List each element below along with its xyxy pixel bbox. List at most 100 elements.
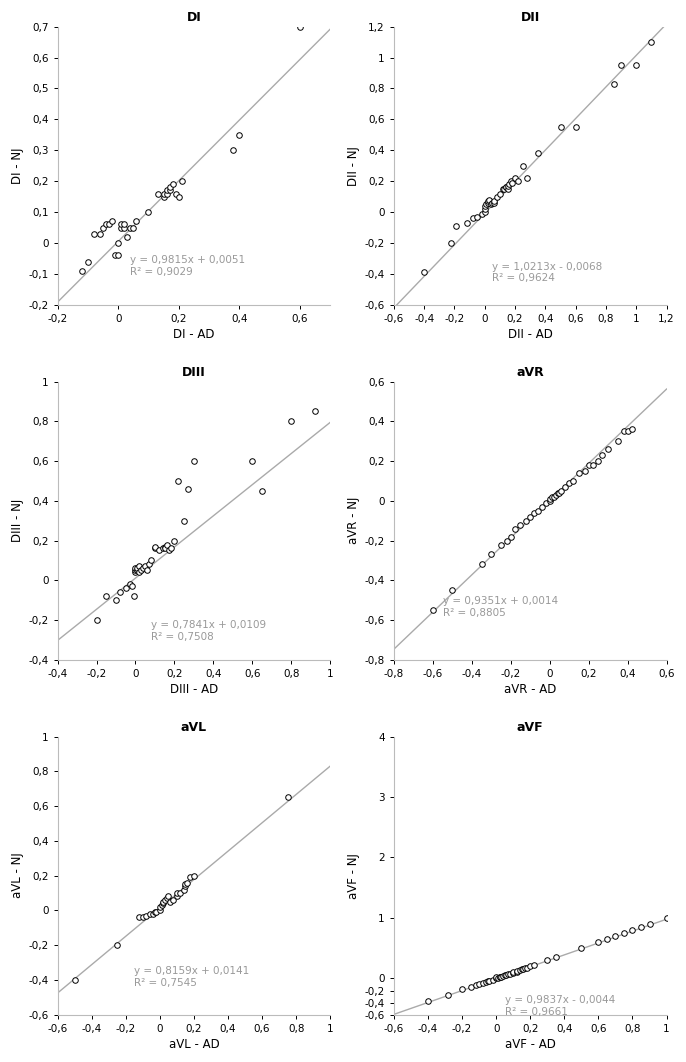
Point (427, 601, 438, 618)
Point (532, 502, 543, 519)
Point (141, 907, 152, 924)
Point (112, 937, 123, 954)
Point (550, 486, 561, 503)
Point (116, 216, 127, 233)
Y-axis label: DIII - NJ: DIII - NJ (11, 499, 24, 543)
Point (176, 173, 187, 190)
Point (131, 212, 142, 229)
Point (613, 432, 624, 449)
Text: y = 0,9351x + 0,0014
R² = 0,8805: y = 0,9351x + 0,0014 R² = 0,8805 (442, 596, 558, 618)
Point (476, 555, 487, 572)
Point (522, 170, 533, 187)
Point (488, 194, 499, 211)
Point (627, 922, 638, 939)
Point (515, 516, 526, 533)
X-axis label: DII - AD: DII - AD (508, 328, 553, 341)
Point (480, 974, 491, 991)
Point (465, 978, 476, 995)
Point (101, 587, 112, 604)
Point (622, 423, 633, 440)
Point (144, 906, 155, 923)
X-axis label: DI - AD: DI - AD (173, 328, 215, 341)
Point (486, 195, 497, 212)
Point (583, 457, 594, 474)
Point (661, 909, 672, 926)
Point (182, 874, 193, 891)
Point (76, 262, 87, 279)
Title: DI: DI (187, 11, 201, 24)
Point (511, 962, 522, 979)
Point (159, 538, 170, 555)
Point (106, 212, 117, 229)
Point (161, 890, 172, 907)
Point (486, 546, 497, 563)
Title: aVR: aVR (517, 366, 544, 379)
Point (169, 532, 180, 549)
Point (502, 181, 513, 198)
Point (511, 963, 522, 980)
Point (525, 958, 536, 975)
Point (156, 896, 167, 913)
Point (147, 906, 158, 923)
Point (172, 888, 182, 905)
Point (517, 157, 528, 174)
Point (517, 961, 528, 978)
Point (154, 902, 165, 919)
Text: y = 1,0213x - 0,0068
R² = 0,9624: y = 1,0213x - 0,0068 R² = 0,9624 (493, 261, 602, 284)
Point (182, 480, 193, 497)
Point (501, 178, 512, 195)
Point (476, 205, 487, 222)
Y-axis label: DII - NJ: DII - NJ (347, 145, 360, 186)
Point (579, 463, 590, 480)
Point (544, 493, 555, 510)
Point (490, 969, 501, 986)
Point (556, 482, 567, 499)
Point (484, 973, 495, 990)
Point (161, 536, 172, 553)
Point (143, 555, 154, 572)
Point (130, 564, 141, 581)
Point (163, 542, 174, 559)
X-axis label: aVL - AD: aVL - AD (169, 1038, 220, 1051)
Point (175, 885, 186, 902)
Point (228, 142, 239, 159)
Point (521, 959, 532, 976)
Point (126, 578, 137, 595)
Point (495, 185, 506, 202)
Point (457, 981, 468, 998)
Point (593, 452, 604, 469)
Point (154, 898, 165, 915)
Point (95, 225, 106, 242)
Point (189, 867, 200, 884)
Point (124, 576, 135, 593)
Point (508, 964, 519, 981)
Point (113, 235, 123, 252)
Point (497, 967, 508, 984)
Point (158, 185, 169, 202)
Point (521, 512, 532, 529)
Point (626, 421, 637, 438)
Point (180, 876, 191, 893)
Point (518, 960, 529, 977)
Point (185, 869, 196, 886)
Point (119, 219, 130, 236)
Point (593, 933, 604, 950)
Point (418, 263, 429, 280)
Point (110, 592, 121, 609)
Point (282, 789, 293, 806)
Point (499, 181, 510, 198)
Point (567, 473, 578, 490)
Point (120, 580, 131, 597)
Point (110, 246, 121, 263)
Point (97, 219, 108, 236)
Point (164, 182, 175, 199)
Point (505, 173, 516, 190)
Point (88, 225, 99, 242)
Point (104, 216, 115, 233)
Point (619, 925, 630, 942)
Point (555, 119, 566, 136)
Point (482, 973, 493, 990)
Point (564, 475, 575, 492)
Point (145, 552, 156, 569)
Point (150, 538, 161, 555)
